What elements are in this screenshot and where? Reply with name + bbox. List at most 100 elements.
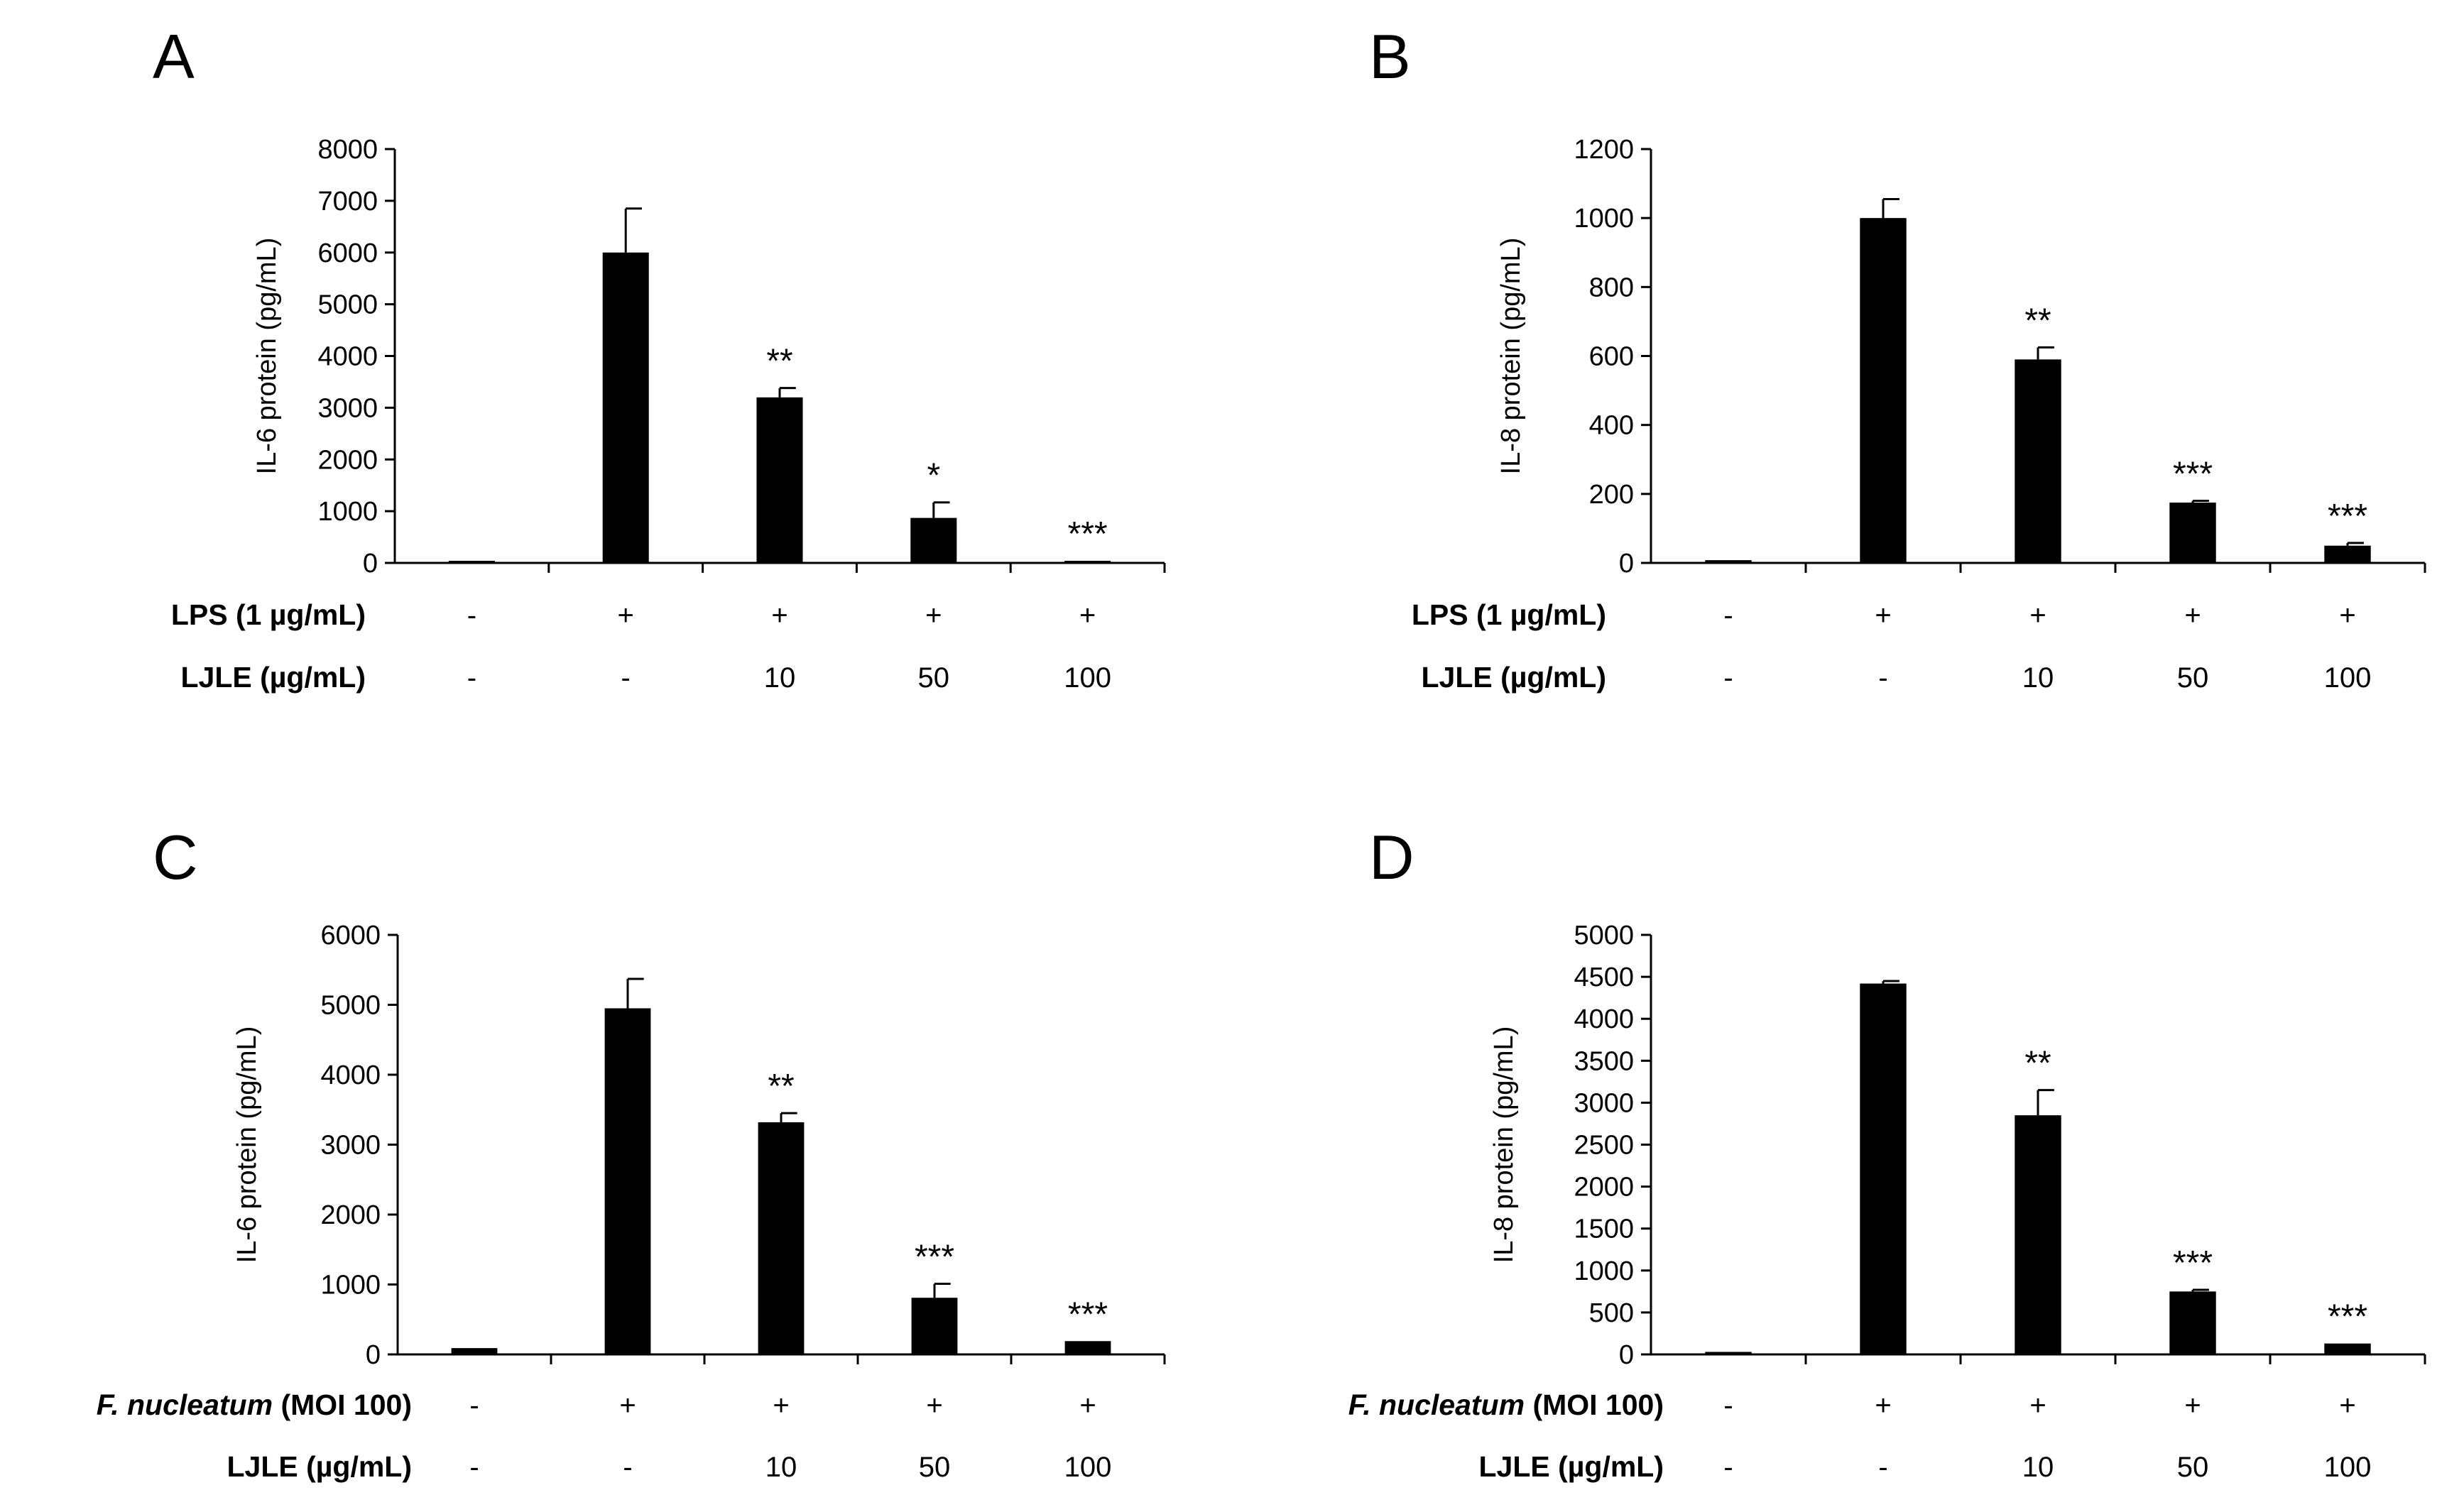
y-tick-label: 5000 — [317, 290, 378, 320]
y-tick-label: 4000 — [317, 342, 378, 372]
panel-c: C 0 1000 2000 3000 4000 5000 6000 IL-6 protein (… — [97, 822, 1166, 1483]
row-label-text: LPS (1 µg/mL) — [171, 598, 366, 631]
y-tick-label: 0 — [1619, 1340, 1634, 1370]
bar — [756, 397, 803, 563]
treatment-value: 10 — [765, 1452, 797, 1483]
bar — [2169, 502, 2216, 563]
treatment-value: 100 — [1064, 662, 1111, 694]
row-label-text: (MOI 100) — [273, 1388, 412, 1421]
y-tick-label: 0 — [363, 549, 378, 579]
y-axis-label: IL-6 protein (pg/mL) — [232, 1026, 262, 1264]
treatment-value: - — [1723, 600, 1733, 631]
significance-marker: ** — [768, 1068, 794, 1105]
treatment-value: + — [2339, 1390, 2355, 1421]
y-tick-label: 6000 — [320, 921, 381, 951]
treatment-value: - — [469, 1452, 479, 1483]
panel-d: D 0 500 1000 1500 2000 2500 3000 3500 4000 4500 500… — [1348, 822, 2426, 1483]
y-axis-label: IL-8 protein (pg/mL) — [1496, 238, 1526, 475]
panel-label: D — [1369, 822, 1414, 892]
y-tick-label: 200 — [1589, 480, 1634, 510]
treatment-row-label: LJLE (µg/mL) — [1479, 1450, 1664, 1483]
treatment-value: + — [1079, 600, 1096, 631]
treatment-value: - — [621, 662, 631, 694]
treatment-value: + — [2029, 600, 2046, 631]
treatment-value: - — [467, 662, 476, 694]
bar — [910, 517, 957, 563]
y-tick-label: 5000 — [1574, 921, 1634, 951]
treatment-value: + — [2339, 600, 2355, 631]
treatment-value: - — [1723, 662, 1733, 694]
significance-marker: * — [927, 457, 940, 495]
row-label-text: LJLE (µg/mL) — [1479, 1450, 1664, 1483]
panel-b: B 0 200 400 600 800 1000 1200 IL-8 protein (pg/m… — [1369, 21, 2426, 694]
bar — [604, 1008, 651, 1354]
significance-marker: *** — [1068, 1295, 1108, 1333]
treatment-value: 50 — [918, 662, 950, 694]
significance-marker: ** — [2024, 1045, 2051, 1083]
y-tick-label: 2000 — [320, 1200, 381, 1230]
treatment-row-label: LPS (1 µg/mL) — [1412, 598, 1606, 631]
bar — [1064, 1341, 1111, 1354]
significance-marker: *** — [2328, 1298, 2367, 1336]
bar — [2015, 359, 2061, 563]
y-tick-label: 4500 — [1574, 963, 1634, 992]
bar — [451, 1348, 498, 1354]
significance-marker: ** — [766, 343, 792, 380]
treatment-row-label: LJLE (µg/mL) — [1422, 661, 1607, 694]
significance-marker: *** — [2328, 498, 2367, 535]
row-label-text: (MOI 100) — [1525, 1388, 1664, 1421]
bar — [758, 1122, 805, 1354]
panel-label: B — [1369, 21, 1411, 92]
bar — [1064, 561, 1111, 563]
treatment-value: - — [1878, 1452, 1887, 1483]
treatment-value: + — [2184, 600, 2201, 631]
treatment-value: + — [925, 600, 942, 631]
treatment-value: + — [771, 600, 787, 631]
y-tick-label: 4000 — [320, 1061, 381, 1090]
treatment-value: 10 — [2022, 662, 2054, 694]
y-tick-label: 800 — [1589, 273, 1634, 302]
y-tick-label: 1500 — [1574, 1215, 1634, 1244]
y-axis-label: IL-6 protein (pg/mL) — [252, 238, 282, 475]
treatment-row-label: F. nucleatum (MOI 100) — [1348, 1388, 1664, 1421]
treatment-value: - — [467, 600, 476, 631]
significance-marker: *** — [1068, 515, 1108, 553]
panel-label: A — [153, 21, 195, 92]
treatment-value: 10 — [764, 662, 796, 694]
significance-marker: *** — [2173, 1244, 2213, 1282]
bar — [2324, 545, 2371, 563]
y-tick-label: 0 — [366, 1340, 381, 1370]
treatment-value: 100 — [2324, 662, 2372, 694]
panel-label: C — [153, 822, 198, 892]
y-tick-label: 3000 — [1574, 1088, 1634, 1118]
treatment-value: + — [1875, 600, 1891, 631]
y-tick-label: 5000 — [320, 991, 381, 1021]
bar — [448, 561, 495, 563]
y-tick-label: 6000 — [317, 239, 378, 268]
treatment-row-label: LJLE (µg/mL) — [227, 1450, 413, 1483]
y-tick-label: 3000 — [317, 393, 378, 423]
y-tick-label: 4000 — [1574, 1004, 1634, 1034]
treatment-value: + — [619, 1390, 636, 1421]
y-tick-label: 500 — [1589, 1298, 1634, 1328]
y-tick-label: 600 — [1589, 342, 1634, 372]
y-tick-label: 0 — [1619, 549, 1634, 579]
row-label-text: LJLE (µg/mL) — [227, 1450, 413, 1483]
bar — [1860, 218, 1907, 563]
treatment-value: - — [1723, 1390, 1733, 1421]
treatment-value: + — [773, 1390, 789, 1421]
y-tick-label: 2000 — [1574, 1173, 1634, 1203]
treatment-value: + — [2184, 1390, 2201, 1421]
y-tick-label: 1200 — [1574, 135, 1634, 165]
treatment-value: - — [623, 1452, 632, 1483]
y-tick-label: 8000 — [317, 135, 378, 165]
y-tick-label: 400 — [1589, 411, 1634, 441]
treatment-value: 10 — [2022, 1452, 2054, 1483]
bar — [2324, 1343, 2371, 1354]
treatment-value: - — [1878, 662, 1887, 694]
y-tick-label: 7000 — [317, 187, 378, 217]
y-tick-label: 2000 — [317, 445, 378, 475]
bar — [2015, 1115, 2061, 1354]
significance-marker: *** — [915, 1239, 954, 1276]
